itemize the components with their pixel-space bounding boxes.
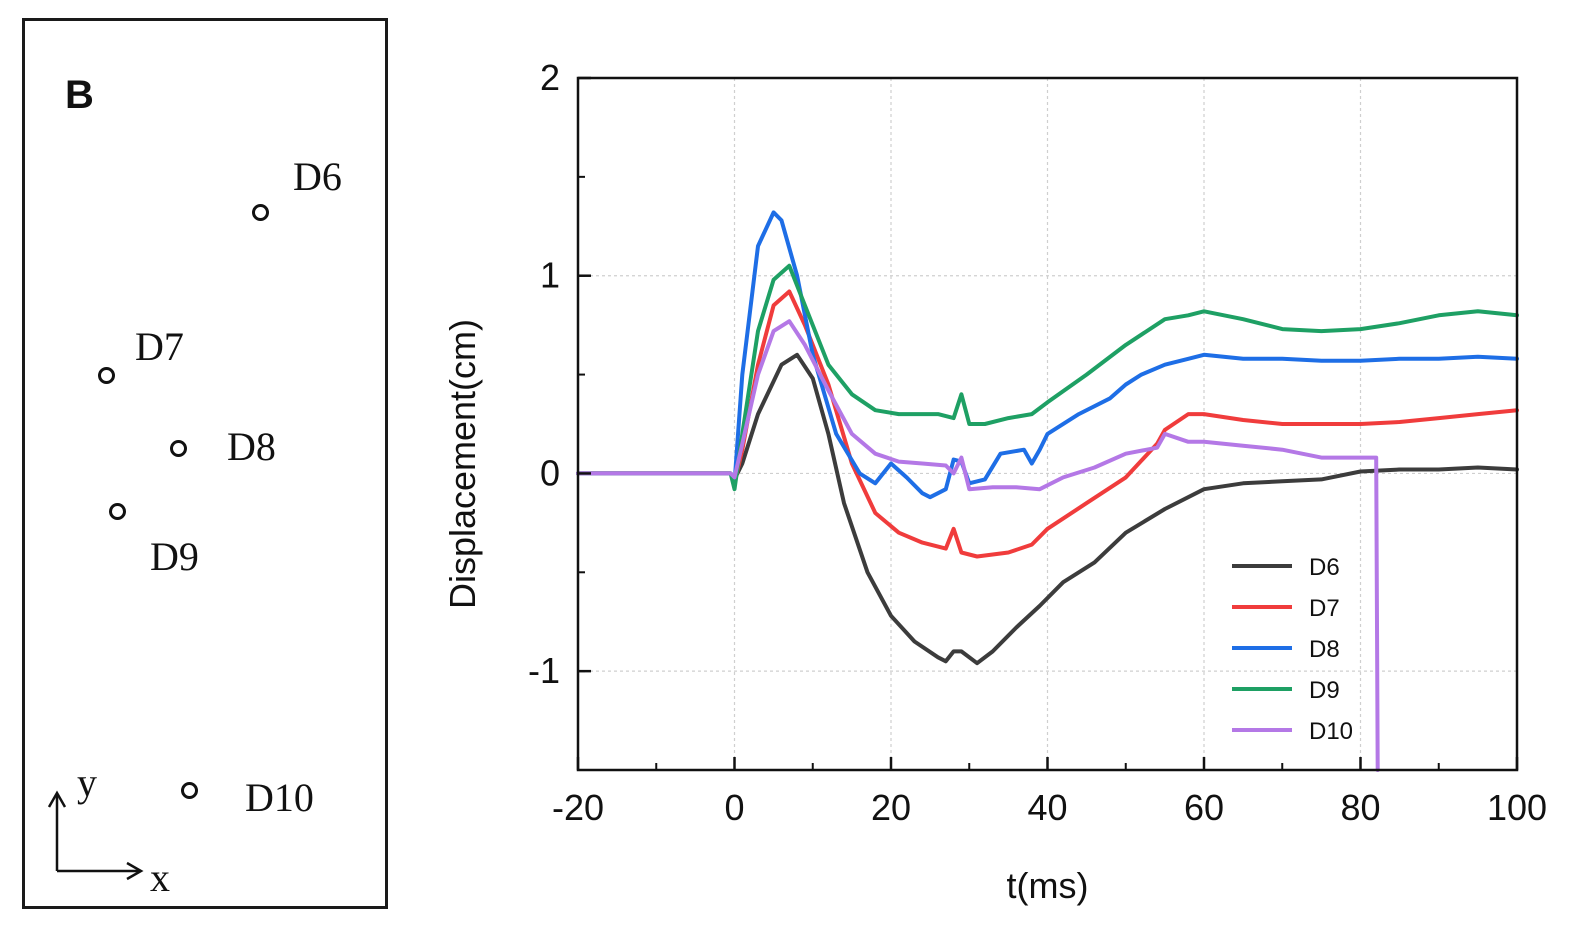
coordinate-x-label: x xyxy=(150,855,170,900)
coordinate-y-label: y xyxy=(77,760,97,805)
legend-label-d7: D7 xyxy=(1309,595,1340,622)
sensor-d7-marker xyxy=(98,367,115,384)
series-line-d10 xyxy=(576,319,1380,772)
y-tick-label: 2 xyxy=(540,57,560,98)
x-tick-label: 100 xyxy=(1487,787,1547,828)
sensor-d8-marker xyxy=(170,440,187,457)
legend-label-d6: D6 xyxy=(1309,554,1340,581)
sensor-d8-label: D8 xyxy=(227,424,276,469)
sensor-d10-label: D10 xyxy=(245,775,314,820)
sensor-d6-label: D6 xyxy=(293,154,342,199)
sensor-d7-label: D7 xyxy=(135,324,184,369)
x-axis-title: t(ms) xyxy=(1007,865,1089,906)
sensor-d9-marker xyxy=(109,503,126,520)
y-tick-label: 1 xyxy=(540,255,560,296)
x-tick-label: 40 xyxy=(1027,787,1067,828)
y-tick-label: 0 xyxy=(540,452,560,493)
sensor-d6-marker xyxy=(252,204,269,221)
x-tick-label: 80 xyxy=(1340,787,1380,828)
y-axis-title: Displacement(cm) xyxy=(442,319,483,609)
x-tick-label: 60 xyxy=(1184,787,1224,828)
legend-label-d9: D9 xyxy=(1309,677,1340,704)
y-tick-label: -1 xyxy=(528,650,560,691)
sensor-d10-marker xyxy=(181,782,198,799)
x-tick-label: 0 xyxy=(724,787,744,828)
series-line-d8 xyxy=(576,210,1519,500)
panel-label: B xyxy=(65,73,94,117)
legend-label-d8: D8 xyxy=(1309,636,1340,663)
sensor-d9-label: D9 xyxy=(150,534,199,579)
coordinate-axes-icon xyxy=(47,790,144,881)
series-line-d7 xyxy=(576,289,1519,559)
legend-label-d10: D10 xyxy=(1309,718,1353,745)
x-tick-label: 20 xyxy=(871,787,911,828)
x-tick-label: -20 xyxy=(552,787,604,828)
series-line-d6 xyxy=(576,352,1519,666)
series-line-d9 xyxy=(576,263,1519,492)
sensor-layout-panel: B D6 D7 D8 D9 D10 y x xyxy=(22,18,388,909)
